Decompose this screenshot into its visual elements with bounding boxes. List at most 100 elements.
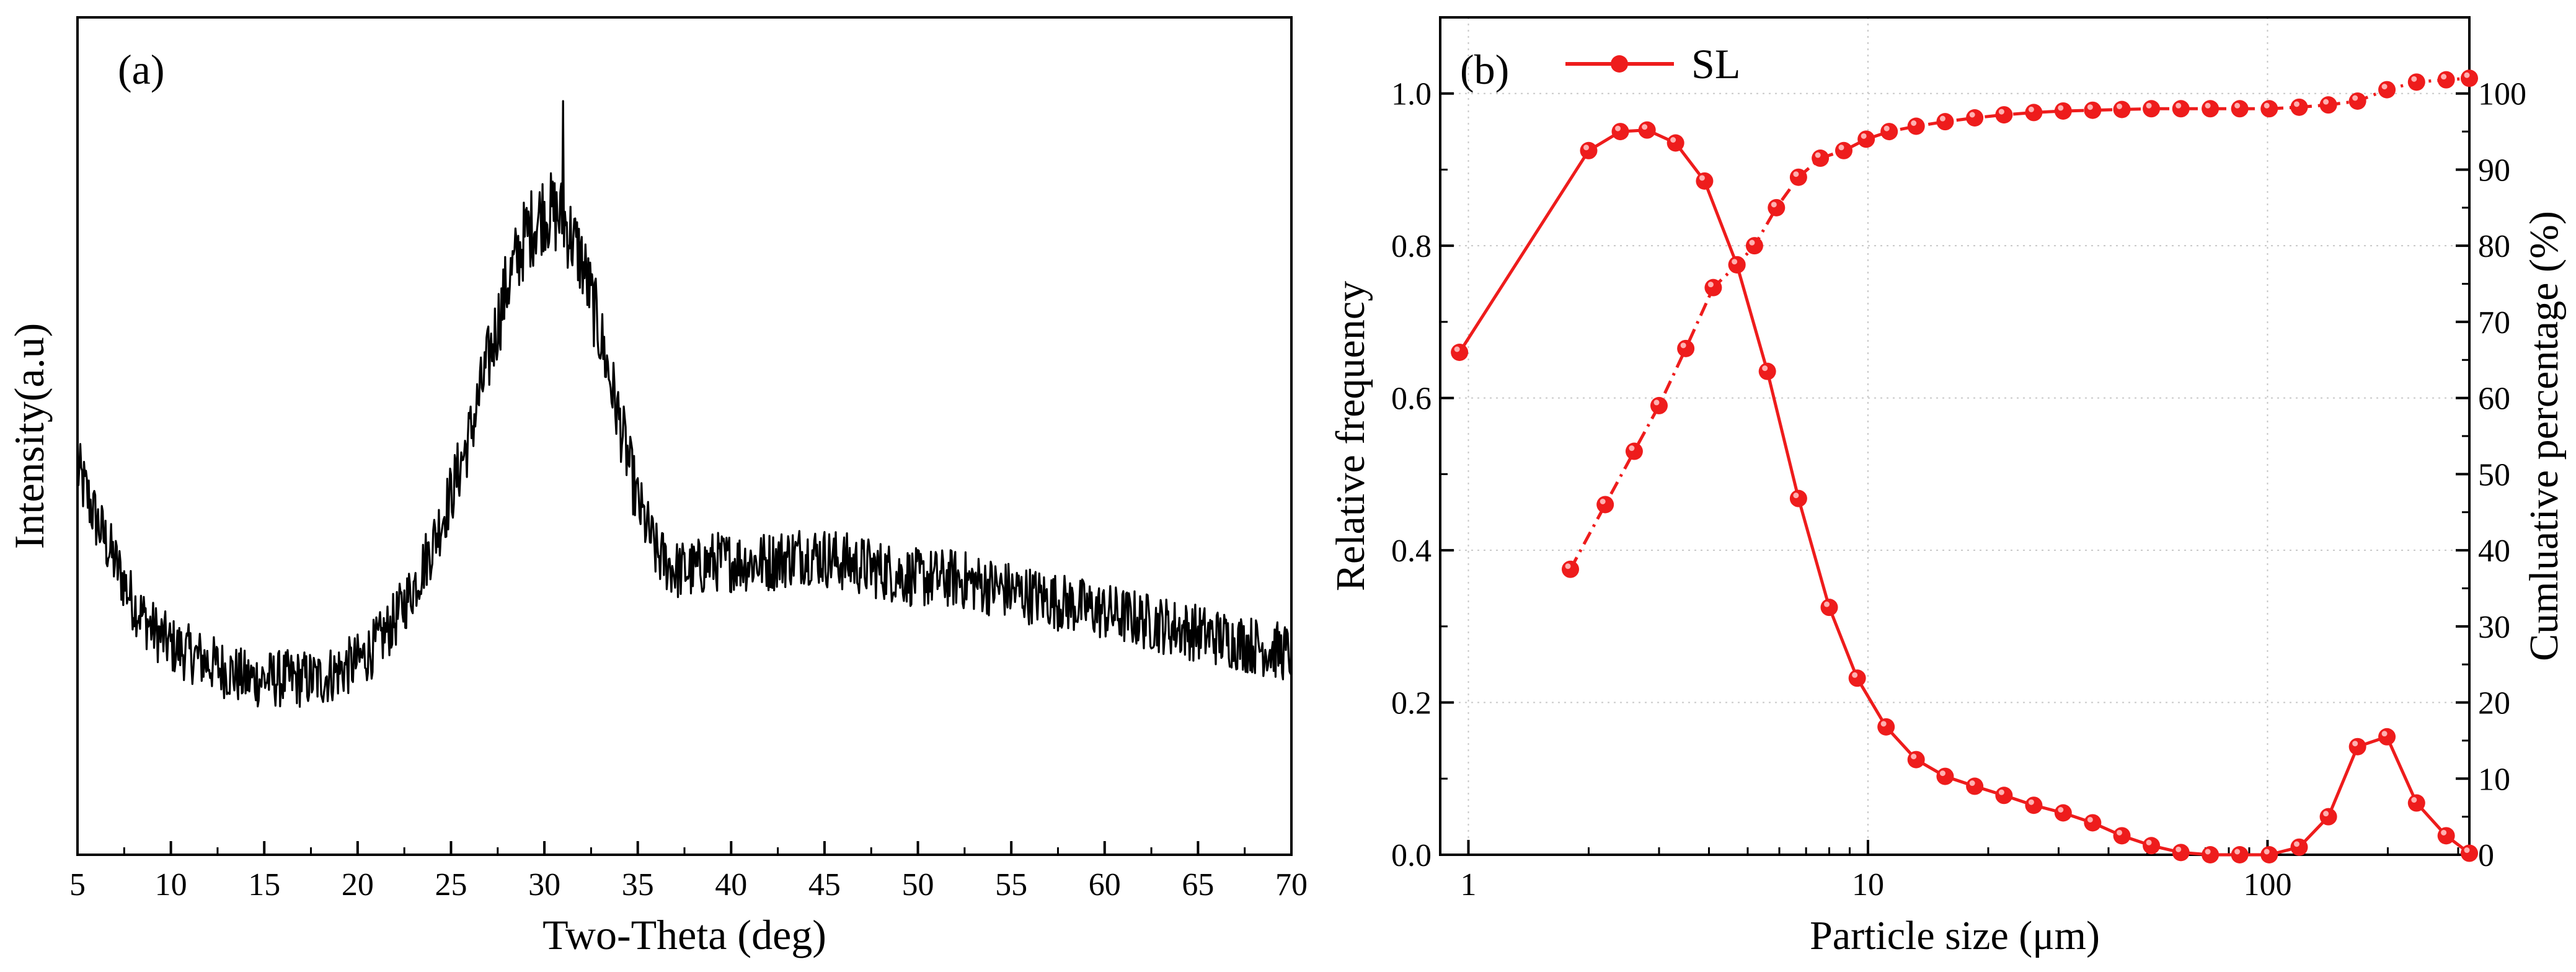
- cumulative-point: [1995, 106, 2013, 124]
- point-highlight: [2058, 105, 2064, 111]
- panel-b-label: (b): [1460, 46, 1509, 93]
- cumulative-point: [1936, 113, 1954, 131]
- frequency-point: [2113, 827, 2131, 845]
- cumulative-point: [1907, 117, 1925, 135]
- frequency-point: [1877, 718, 1895, 736]
- cumulative-point: [2437, 71, 2455, 89]
- point-highlight: [1699, 175, 1705, 181]
- point-highlight: [2352, 741, 2358, 747]
- cumulative-point: [2202, 100, 2220, 118]
- point-highlight: [1670, 137, 1676, 143]
- point-highlight: [1629, 445, 1635, 452]
- point-highlight: [1732, 259, 1738, 265]
- point-highlight: [2146, 839, 2152, 845]
- cumulative-point: [2143, 100, 2161, 118]
- point-highlight: [1680, 342, 1686, 349]
- point-highlight: [2441, 829, 2447, 836]
- point-highlight: [2205, 102, 2211, 109]
- frequency-point: [1580, 141, 1598, 159]
- panel-a-x-tick-label: 20: [342, 867, 374, 903]
- point-highlight: [1861, 133, 1867, 139]
- panel-b-y-tick-label-left: 1.0: [1391, 77, 1432, 112]
- cumulative-series-line: [1569, 76, 2470, 570]
- point-highlight: [1939, 115, 1945, 122]
- panel-b-y-tick-label-left: 0.4: [1391, 533, 1432, 569]
- panel-b-y-tick-label-right: 10: [2478, 762, 2510, 797]
- point-highlight: [2411, 76, 2417, 82]
- panel-b-x-axis-title: Particle size (μm): [1810, 913, 2100, 958]
- point-highlight: [1762, 365, 1768, 372]
- point-highlight: [1998, 789, 2004, 795]
- point-highlight: [2087, 816, 2093, 823]
- panel-b-gridlines: [1440, 17, 2469, 855]
- point-highlight: [1838, 145, 1844, 151]
- frequency-point: [2378, 728, 2396, 746]
- point-highlight: [1969, 780, 1975, 787]
- point-highlight: [1749, 239, 1755, 246]
- panel-b-y-tick-label-right: 30: [2478, 610, 2510, 645]
- frequency-point: [2084, 814, 2102, 832]
- frequency-point: [1789, 489, 1807, 507]
- panel-b-y-tick-label-right: 90: [2478, 153, 2510, 188]
- panel-a-frame: [76, 16, 1293, 856]
- panel-b-y-tick-label-left: 0.6: [1391, 381, 1432, 417]
- panel-b-y-tick-label-left: 0.8: [1391, 229, 1432, 264]
- panel-a-x-tick-label: 15: [248, 867, 280, 903]
- panel-b: 1 10 100 0.0 0.2 0.4 0.6 0.8 1.0 0 10 20 30 40 50 60 70 8…: [1328, 16, 2567, 958]
- frequency-point: [1696, 172, 1714, 190]
- cumulative-point: [2025, 104, 2043, 122]
- panel-b-ticks: 1 10 100 0.0 0.2 0.4 0.6 0.8 1.0 0 10 20 30 40 50 60 70 8…: [1391, 77, 2526, 903]
- panel-a-x-tick-label: 25: [435, 867, 467, 903]
- point-highlight: [1815, 152, 1821, 158]
- cumulative-point: [1857, 130, 1875, 148]
- panel-b-y-tick-label-right: 70: [2478, 305, 2510, 341]
- point-highlight: [1771, 202, 1777, 208]
- point-highlight: [1583, 145, 1589, 151]
- point-highlight: [2264, 102, 2270, 109]
- frequency-point: [2172, 844, 2190, 862]
- panel-a-x-tick-label: 5: [69, 867, 86, 903]
- cumulative-point: [2172, 100, 2190, 118]
- point-highlight: [2175, 846, 2182, 852]
- cumulative-point: [1880, 123, 1898, 141]
- point-highlight: [1793, 493, 1799, 499]
- cumulative-point: [2378, 81, 2396, 99]
- cumulative-point: [2319, 96, 2337, 114]
- legend-marker: [1611, 55, 1628, 73]
- frequency-point: [1820, 599, 1838, 617]
- cumulative-point: [1835, 141, 1852, 159]
- panel-b-y-axis-title-left: Relative frequency: [1328, 281, 1373, 591]
- point-highlight: [1454, 346, 1460, 352]
- panel-b-y-tick-label-left: 0.2: [1391, 686, 1432, 721]
- point-highlight: [2381, 84, 2388, 90]
- panel-b-x-tick-label: 1: [1460, 867, 1476, 903]
- frequency-point: [2260, 846, 2278, 863]
- frequency-point: [1611, 123, 1629, 141]
- panel-a-x-axis-title: Two-Theta (deg): [542, 911, 826, 958]
- frequency-point: [2461, 844, 2478, 862]
- frequency-point: [1638, 121, 1656, 139]
- panel-a-x-tick-label: 35: [622, 867, 654, 903]
- point-highlight: [1852, 672, 1858, 678]
- panel-a-x-ticks: 5 10 15 20 25 30 35 40 45 50 55 60 65 70: [69, 841, 1308, 903]
- cumulative-point: [1562, 560, 1580, 578]
- panel-b-y-axis-title-right: Cumluative percentage (%): [2521, 211, 2567, 661]
- frequency-point: [1936, 767, 1954, 785]
- cumulative-point: [1677, 339, 1695, 357]
- point-highlight: [1707, 282, 1714, 288]
- panel-a-x-tick-label: 45: [808, 867, 841, 903]
- frequency-point: [2407, 794, 2425, 812]
- panel-b-series: [1451, 69, 2478, 863]
- cumulative-point: [1650, 396, 1668, 414]
- frequency-point: [2231, 846, 2249, 863]
- cumulative-point: [2348, 92, 2366, 110]
- cumulative-point: [1745, 237, 1763, 255]
- frequency-point: [2143, 837, 2161, 855]
- point-highlight: [1565, 563, 1571, 569]
- point-highlight: [1883, 125, 1890, 132]
- point-highlight: [1824, 601, 1830, 607]
- panel-b-y-tick-label-right: 20: [2478, 686, 2510, 721]
- point-highlight: [2323, 99, 2329, 105]
- point-highlight: [2117, 829, 2123, 836]
- frequency-point: [2202, 846, 2220, 863]
